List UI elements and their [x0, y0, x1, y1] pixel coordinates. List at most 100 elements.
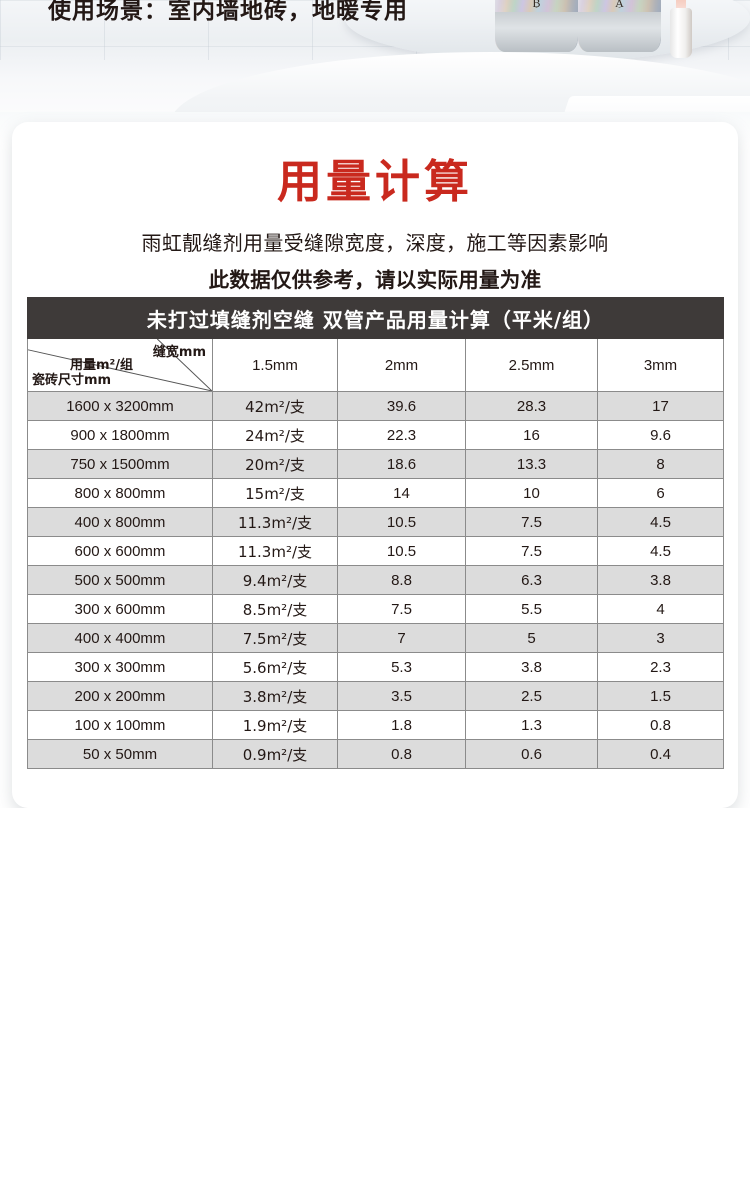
- cell-usage-value: 15m²/支: [212, 478, 338, 508]
- cell-usage-value: 5.5: [465, 594, 598, 624]
- table-row: 400 x 400mm 7.5m²/支 7 5 3: [27, 623, 724, 653]
- table-row: 500 x 500mm 9.4m²/支 8.8 6.3 3.8: [27, 565, 724, 595]
- usage-table-body: 1600 x 3200mm 42m²/支 39.6 28.3 17 900 x 1800m…: [27, 391, 724, 769]
- cartridge-b: B 雨虹美缝剂: [495, 0, 578, 52]
- corner-label-tile: 瓷砖尺寸mm: [32, 373, 112, 388]
- cell-usage-value: 5.6m²/支: [212, 652, 338, 682]
- cell-tile-size: 50 x 50mm: [27, 739, 213, 769]
- cartridge-b-cap: [495, 12, 578, 52]
- cell-usage-value: 7.5m²/支: [212, 623, 338, 653]
- cell-usage-value: 0.8: [597, 710, 724, 740]
- usage-table-header-row: 缝宽mm 用量m²/组 瓷砖尺寸mm 1.5mm 2mm 2.5mm 3mm: [27, 338, 724, 392]
- subtitle-line-2: 此数据仅供参考，请以实际用量为准: [208, 268, 542, 292]
- cell-tile-size: 600 x 600mm: [27, 536, 213, 566]
- cell-tile-size: 300 x 300mm: [27, 652, 213, 682]
- nozzle-body: [670, 8, 692, 58]
- table-row: 800 x 800mm 15m²/支 14 10 6: [27, 478, 724, 508]
- cell-usage-value: 2.5: [465, 681, 598, 711]
- cell-usage-value: 7.5: [465, 507, 598, 537]
- cell-usage-value: 7.5: [337, 594, 466, 624]
- cell-usage-value: 8.5m²/支: [212, 594, 338, 624]
- cell-usage-value: 7: [337, 623, 466, 653]
- cell-usage-value: 8.8: [337, 565, 466, 595]
- usage-table-banner: 未打过填缝剂空缝 双管产品用量计算（平米/组）: [27, 297, 724, 339]
- usage-table-wrapper: 未打过填缝剂空缝 双管产品用量计算（平米/组） 缝宽mm 用量m²/组 瓷砖尺寸…: [27, 297, 724, 769]
- table-row: 750 x 1500mm 20m²/支 18.6 13.3 8: [27, 449, 724, 479]
- cell-usage-value: 1.3: [465, 710, 598, 740]
- cell-usage-value: 42m²/支: [212, 391, 338, 421]
- table-row: 300 x 300mm 5.6m²/支 5.3 3.8 2.3: [27, 652, 724, 682]
- cell-tile-size: 1600 x 3200mm: [27, 391, 213, 421]
- cell-usage-value: 0.6: [465, 739, 598, 769]
- cell-usage-value: 18.6: [337, 449, 466, 479]
- cell-usage-value: 24m²/支: [212, 420, 338, 450]
- cell-usage-value: 13.3: [465, 449, 598, 479]
- cell-usage-value: 10.5: [337, 536, 466, 566]
- column-header-1: 1.5mm: [212, 338, 338, 392]
- cell-tile-size: 900 x 1800mm: [27, 420, 213, 450]
- diagonal-divider-icon: [28, 339, 212, 391]
- column-header-4: 3mm: [597, 338, 724, 392]
- cell-tile-size: 100 x 100mm: [27, 710, 213, 740]
- cell-usage-value: 9.6: [597, 420, 724, 450]
- cell-usage-value: 11.3m²/支: [212, 507, 338, 537]
- table-row: 300 x 600mm 8.5m²/支 7.5 5.5 4: [27, 594, 724, 624]
- cell-usage-value: 14: [337, 478, 466, 508]
- cell-usage-value: 1.5: [597, 681, 724, 711]
- cell-usage-value: 4: [597, 594, 724, 624]
- column-header-3: 2.5mm: [465, 338, 598, 392]
- usage-table-head: 未打过填缝剂空缝 双管产品用量计算（平米/组） 缝宽mm 用量m²/组 瓷砖尺寸…: [27, 297, 724, 392]
- cell-tile-size: 750 x 1500mm: [27, 449, 213, 479]
- cell-usage-value: 6.3: [465, 565, 598, 595]
- table-row: 600 x 600mm 11.3m²/支 10.5 7.5 4.5: [27, 536, 724, 566]
- corner-label-usage: 用量m²/组: [70, 358, 133, 373]
- cell-usage-value: 39.6: [337, 391, 466, 421]
- cell-usage-value: 8: [597, 449, 724, 479]
- cell-usage-value: 5.3: [337, 652, 466, 682]
- cell-usage-value: 1.9m²/支: [212, 710, 338, 740]
- cell-usage-value: 6: [597, 478, 724, 508]
- page-title: 用量计算: [276, 155, 473, 208]
- cell-usage-value: 10: [465, 478, 598, 508]
- table-row: 900 x 1800mm 24m²/支 22.3 16 9.6: [27, 420, 724, 450]
- cartridge-a-letter: A: [615, 0, 624, 10]
- cell-tile-size: 400 x 400mm: [27, 623, 213, 653]
- cell-usage-value: 5: [465, 623, 598, 653]
- cell-usage-value: 20m²/支: [212, 449, 338, 479]
- usage-table-banner-row: 未打过填缝剂空缝 双管产品用量计算（平米/组）: [27, 297, 724, 339]
- cell-usage-value: 0.4: [597, 739, 724, 769]
- scene-caption: 使用场景：室内墙地砖，地暖专用: [48, 0, 408, 24]
- table-row: 400 x 800mm 11.3m²/支 10.5 7.5 4.5: [27, 507, 724, 537]
- cell-usage-value: 3.8: [597, 565, 724, 595]
- cartridge-a: A 雨虹美缝剂: [578, 0, 661, 52]
- cell-usage-value: 11.3m²/支: [212, 536, 338, 566]
- nozzle-tip: [676, 0, 686, 12]
- column-header-2: 2mm: [337, 338, 466, 392]
- cell-usage-value: 7.5: [465, 536, 598, 566]
- cell-usage-value: 3: [597, 623, 724, 653]
- cell-usage-value: 3.8m²/支: [212, 681, 338, 711]
- cell-usage-value: 28.3: [465, 391, 598, 421]
- page-bottom-whitespace: [0, 808, 750, 1181]
- cell-usage-value: 22.3: [337, 420, 466, 450]
- corner-label-gap: 缝宽mm: [152, 345, 206, 360]
- cell-tile-size: 200 x 200mm: [27, 681, 213, 711]
- cell-tile-size: 800 x 800mm: [27, 478, 213, 508]
- cell-usage-value: 3.5: [337, 681, 466, 711]
- cell-tile-size: 400 x 800mm: [27, 507, 213, 537]
- table-row: 100 x 100mm 1.9m²/支 1.8 1.3 0.8: [27, 710, 724, 740]
- cell-usage-value: 0.9m²/支: [212, 739, 338, 769]
- cell-usage-value: 4.5: [597, 507, 724, 537]
- cell-usage-value: 3.8: [465, 652, 598, 682]
- cell-tile-size: 300 x 600mm: [27, 594, 213, 624]
- cell-usage-value: 0.8: [337, 739, 466, 769]
- corner-diagonal-header: 缝宽mm 用量m²/组 瓷砖尺寸mm: [27, 338, 213, 392]
- table-row: 50 x 50mm 0.9m²/支 0.8 0.6 0.4: [27, 739, 724, 769]
- cartridge-a-cap: [578, 12, 661, 52]
- cell-tile-size: 500 x 500mm: [27, 565, 213, 595]
- subtitle-line-1: 雨虹靓缝剂用量受缝隙宽度，深度，施工等因素影响: [141, 231, 609, 255]
- cell-usage-value: 9.4m²/支: [212, 565, 338, 595]
- table-row: 200 x 200mm 3.8m²/支 3.5 2.5 1.5: [27, 681, 724, 711]
- cell-usage-value: 1.8: [337, 710, 466, 740]
